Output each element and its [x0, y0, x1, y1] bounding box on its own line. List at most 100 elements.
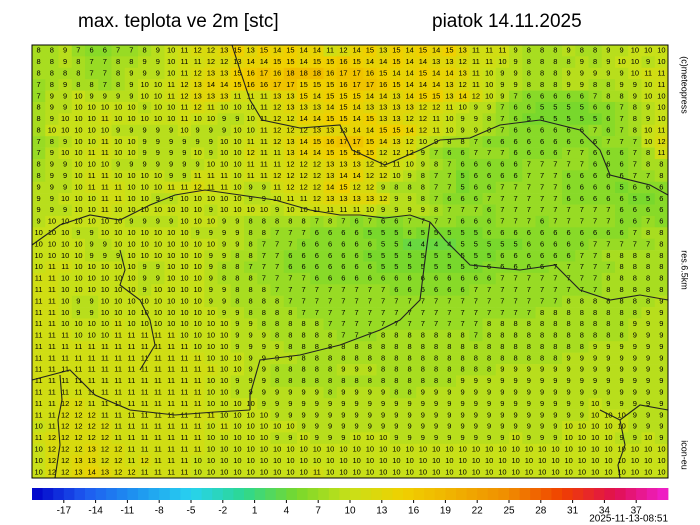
temp-value: 10 — [233, 444, 241, 453]
temp-cell — [217, 352, 232, 365]
temp-cell — [191, 250, 205, 262]
temp-cell — [615, 409, 629, 422]
temp-value: 9 — [487, 376, 491, 385]
temp-value: 7 — [434, 319, 438, 328]
temp-value: 9 — [315, 422, 319, 431]
temp-cell — [111, 45, 126, 57]
temp-value: 14 — [366, 57, 374, 66]
temp-value: 9 — [209, 285, 213, 294]
temp-value: 10 — [220, 148, 228, 157]
temp-cell — [138, 443, 152, 456]
temp-cell — [562, 113, 576, 126]
temp-cell — [244, 147, 258, 160]
temp-cell — [151, 56, 165, 69]
temp-value: 9 — [275, 342, 279, 351]
temp-value: 6 — [606, 182, 610, 191]
temp-cell — [615, 329, 629, 342]
temp-value: 7 — [447, 217, 451, 226]
temp-cell — [32, 386, 46, 399]
temp-value: 8 — [646, 296, 650, 305]
temp-value: 7 — [487, 194, 491, 203]
temp-cell — [416, 307, 430, 319]
temp-cell — [389, 147, 404, 160]
temp-cell — [217, 193, 232, 205]
temp-cell — [363, 364, 377, 376]
temp-value: 11 — [353, 205, 361, 214]
temp-value: 10 — [631, 57, 639, 66]
temp-cell — [416, 250, 430, 262]
temp-value: 7 — [500, 285, 504, 294]
temp-value: 13 — [193, 80, 201, 89]
temp-value: 10 — [220, 467, 228, 476]
temp-cell — [562, 386, 576, 399]
temp-cell — [363, 238, 377, 251]
temp-value: 6 — [580, 125, 584, 134]
temp-cell — [98, 181, 112, 194]
temp-value: 9 — [368, 399, 372, 408]
temp-cell — [336, 158, 351, 171]
temp-value: 9 — [474, 114, 478, 123]
temp-cell — [85, 124, 99, 137]
temp-cell — [522, 67, 536, 80]
temp-value: 10 — [154, 308, 162, 317]
temp-cell — [164, 204, 179, 217]
temp-value: 10 — [644, 46, 652, 55]
temp-cell — [138, 352, 152, 365]
temp-value: 6 — [567, 171, 571, 180]
temp-value: 11 — [88, 399, 96, 408]
temp-cell — [469, 215, 483, 228]
temp-value: 6 — [593, 182, 597, 191]
temp-cell — [111, 113, 126, 126]
temp-cell — [389, 250, 404, 262]
temp-value: 6 — [474, 194, 478, 203]
temp-cell — [98, 67, 112, 80]
temp-value: 9 — [633, 319, 637, 328]
temp-cell — [429, 295, 444, 308]
temp-cell — [336, 261, 351, 274]
temp-value: 10 — [525, 467, 533, 476]
temp-value: 8 — [593, 308, 597, 317]
temp-cell — [403, 124, 417, 137]
temp-value: 10 — [34, 456, 42, 465]
temp-value: 7 — [633, 228, 637, 237]
temp-value: 10 — [273, 422, 281, 431]
temp-value: 7 — [527, 308, 531, 317]
temp-cell — [71, 238, 86, 251]
temp-value: 8 — [434, 331, 438, 340]
temp-value: 9 — [580, 365, 584, 374]
temp-cell — [456, 45, 470, 57]
temp-cell — [509, 398, 523, 410]
temp-value: 10 — [657, 456, 665, 465]
temp-cell — [350, 101, 364, 114]
temp-cell — [58, 261, 73, 274]
temp-value: 13 — [366, 194, 374, 203]
temp-value: 9 — [646, 422, 650, 431]
temp-value: 10 — [34, 422, 42, 431]
temp-cell — [641, 90, 656, 103]
temp-value: 18 — [299, 68, 307, 77]
temp-cell — [111, 181, 126, 194]
temp-cell — [548, 56, 563, 69]
temp-cell — [562, 90, 576, 103]
colorbar-swatch — [53, 488, 65, 500]
temp-cell — [204, 409, 218, 422]
temp-value: 8 — [368, 353, 372, 362]
temp-cell — [575, 341, 589, 353]
temp-value: 8 — [328, 353, 332, 362]
temp-value: 8 — [593, 331, 597, 340]
temp-value: 9 — [606, 376, 610, 385]
temp-cell — [257, 101, 271, 114]
temp-cell — [310, 421, 324, 433]
temp-value: 10 — [114, 114, 122, 123]
temp-cell — [429, 113, 444, 126]
temp-value: 10 — [591, 422, 599, 431]
temp-value: 12 — [48, 456, 56, 465]
temp-cell — [601, 101, 616, 114]
temp-value: 10 — [458, 444, 466, 453]
temp-cell — [71, 341, 86, 353]
temp-cell — [535, 409, 550, 422]
temp-cell — [429, 386, 444, 399]
temp-cell — [217, 261, 232, 274]
temp-cell — [297, 307, 311, 319]
temp-cell — [111, 272, 126, 285]
